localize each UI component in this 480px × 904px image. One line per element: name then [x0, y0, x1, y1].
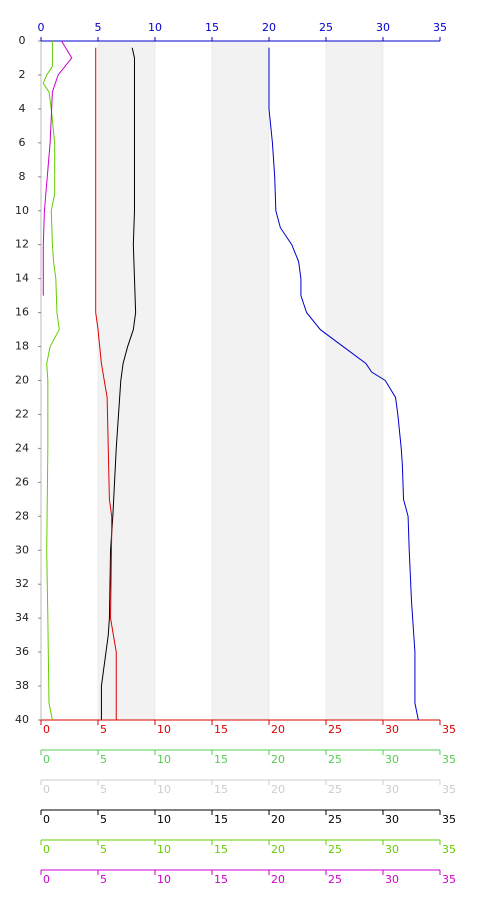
x-tick-label: 15 [214, 753, 228, 766]
y-tick-label: 2 [19, 68, 26, 81]
x-tick-label: 10 [157, 723, 171, 736]
x-tick-label: 20 [262, 21, 276, 34]
y-tick-label: 0 [19, 34, 26, 47]
x-tick-label: 0 [43, 753, 50, 766]
x-tick-label: 0 [38, 21, 45, 34]
x-tick-label: 25 [328, 753, 342, 766]
x-tick-label: 25 [319, 21, 333, 34]
y-tick-label: 14 [15, 272, 29, 285]
x-tick-label: 20 [271, 723, 285, 736]
x-tick-label: 30 [385, 723, 399, 736]
x-tick-label: 10 [157, 843, 171, 856]
x-tick-label: 10 [157, 813, 171, 826]
x-tick-label: 10 [157, 753, 171, 766]
x-tick-label: 35 [442, 843, 456, 856]
x-tick-label: 35 [442, 753, 456, 766]
x-tick-label: 15 [214, 813, 228, 826]
band [325, 40, 384, 721]
y-tick-label: 22 [15, 407, 29, 420]
y-tick-label: 40 [15, 713, 29, 726]
x-tick-label: 20 [271, 813, 285, 826]
x-tick-label: 30 [385, 813, 399, 826]
y-tick-label: 16 [15, 306, 29, 319]
x-tick-label: 15 [214, 843, 228, 856]
y-tick-label: 20 [15, 374, 29, 387]
profile-line [100, 47, 137, 720]
x-tick-label: 30 [385, 843, 399, 856]
y-tick-label: 32 [15, 577, 29, 590]
y-tick-label: 18 [15, 340, 29, 353]
y-tick-label: 28 [15, 509, 29, 522]
x-tick-label: 35 [433, 21, 447, 34]
x-tick-label: 20 [271, 783, 285, 796]
x-tick-label: 15 [214, 873, 228, 886]
y-tick-label: 36 [15, 645, 29, 658]
y-tick-label: 12 [15, 238, 29, 251]
x-tick-label: 25 [328, 843, 342, 856]
x-tick-label: 20 [271, 753, 285, 766]
band [97, 40, 156, 721]
x-tick-label: 5 [100, 753, 107, 766]
x-tick-label: 30 [385, 873, 399, 886]
x-tick-label: 35 [442, 873, 456, 886]
x-tick-label: 25 [328, 783, 342, 796]
x-tick-label: 35 [442, 783, 456, 796]
x-tick-label: 0 [43, 873, 50, 886]
x-tick-label: 5 [100, 783, 107, 796]
y-tick-label: 4 [19, 102, 26, 115]
y-tick-label: 34 [15, 611, 29, 624]
x-tick-label: 10 [148, 21, 162, 34]
profile-line [42, 41, 60, 721]
x-tick-label: 15 [214, 723, 228, 736]
y-tick-label: 30 [15, 543, 29, 556]
x-tick-label: 25 [328, 813, 342, 826]
x-tick-label: 30 [385, 783, 399, 796]
x-tick-label: 35 [442, 813, 456, 826]
x-tick-label: 20 [271, 843, 285, 856]
y-tick-label: 38 [15, 679, 29, 692]
x-tick-label: 15 [214, 783, 228, 796]
profile-line [42, 40, 73, 296]
x-tick-label: 0 [43, 843, 50, 856]
x-tick-label: 25 [328, 873, 342, 886]
x-tick-label: 0 [43, 813, 50, 826]
x-tick-label: 30 [376, 21, 390, 34]
x-tick-label: 5 [100, 843, 107, 856]
y-tick-label: 8 [19, 170, 26, 183]
x-tick-label: 0 [43, 783, 50, 796]
x-tick-label: 5 [100, 873, 107, 886]
band [211, 40, 270, 721]
y-tick-label: 26 [15, 475, 29, 488]
x-tick-label: 5 [95, 21, 102, 34]
x-tick-label: 25 [328, 723, 342, 736]
x-tick-label: 5 [100, 723, 107, 736]
x-tick-label: 5 [100, 813, 107, 826]
x-tick-label: 20 [271, 873, 285, 886]
profile-line [95, 47, 117, 720]
x-tick-label: 10 [157, 783, 171, 796]
x-tick-label: 0 [43, 723, 50, 736]
x-tick-label: 10 [157, 873, 171, 886]
y-tick-label: 24 [15, 441, 29, 454]
y-tick-label: 10 [15, 204, 29, 217]
profile-line [268, 47, 419, 721]
x-tick-label: 15 [205, 21, 219, 34]
y-tick-label: 6 [19, 136, 26, 149]
x-tick-label: 35 [442, 723, 456, 736]
x-tick-label: 30 [385, 753, 399, 766]
